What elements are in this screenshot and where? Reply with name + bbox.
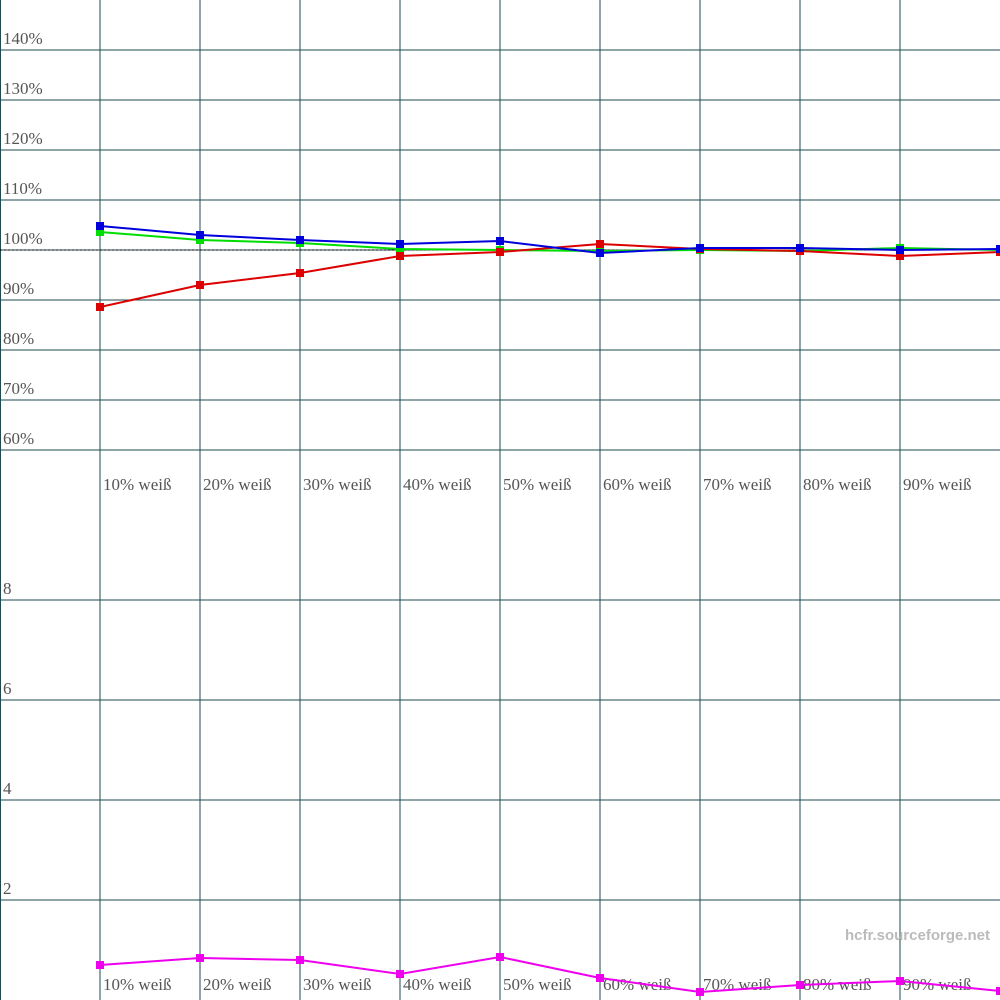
point [296, 956, 304, 964]
y-tick-label: 120% [3, 129, 43, 148]
y-tick-label: 2 [3, 879, 12, 898]
x-tick-label: 30% weiß [303, 975, 371, 994]
x-tick-label: 10% weiß [103, 975, 171, 994]
x-tick-label: 20% weiß [203, 475, 271, 494]
point [396, 245, 404, 253]
y-tick-label: 110% [3, 179, 42, 198]
y-tick-label: 90% [3, 279, 34, 298]
x-tick-label: 40% weiß [403, 975, 471, 994]
point [396, 252, 404, 260]
x-tick-label: 80% weiß [803, 475, 871, 494]
point [396, 970, 404, 978]
point [196, 954, 204, 962]
x-tick-label: 10% weiß [103, 475, 171, 494]
point [596, 974, 604, 982]
point [696, 988, 704, 996]
x-tick-label: 90% weiß [903, 475, 971, 494]
point [796, 981, 804, 989]
point [396, 240, 404, 248]
x-tick-label: 70% weiß [703, 475, 771, 494]
point [796, 244, 804, 252]
y-tick-label: 60% [3, 429, 34, 448]
point [896, 246, 904, 254]
point [196, 281, 204, 289]
x-tick-label: 60% weiß [603, 975, 671, 994]
point [896, 977, 904, 985]
y-tick-label: 8 [3, 579, 12, 598]
point [496, 953, 504, 961]
x-tick-label: 50% weiß [503, 975, 571, 994]
x-tick-label: 30% weiß [303, 475, 371, 494]
watermark: hcfr.sourceforge.net [845, 927, 990, 944]
series-line [99, 955, 1000, 994]
series-line [99, 225, 1000, 255]
point [596, 249, 604, 257]
x-tick-label: 60% weiß [603, 475, 671, 494]
y-tick-label: 4 [3, 779, 12, 798]
x-tick-label: 20% weiß [203, 975, 271, 994]
point [296, 236, 304, 244]
point [196, 236, 204, 244]
y-tick-label: 80% [3, 329, 34, 348]
y-tick-label: 100% [3, 229, 43, 248]
x-tick-label: 50% weiß [503, 475, 571, 494]
point [96, 222, 104, 230]
point [296, 269, 304, 277]
y-tick-label: 130% [3, 79, 43, 98]
point [596, 240, 604, 248]
point [496, 237, 504, 245]
point [196, 231, 204, 239]
point [896, 252, 904, 260]
point [996, 987, 1000, 995]
series-line [99, 242, 1000, 308]
point [496, 248, 504, 256]
point [96, 228, 104, 236]
y-tick-label: 70% [3, 379, 34, 398]
y-tick-label: 140% [3, 29, 43, 48]
y-tick-label: 6 [3, 679, 12, 698]
x-tick-label: 70% weiß [703, 975, 771, 994]
x-tick-label: 40% weiß [403, 475, 471, 494]
point [996, 245, 1000, 253]
point [696, 244, 704, 252]
point [96, 961, 104, 969]
point [96, 303, 104, 311]
